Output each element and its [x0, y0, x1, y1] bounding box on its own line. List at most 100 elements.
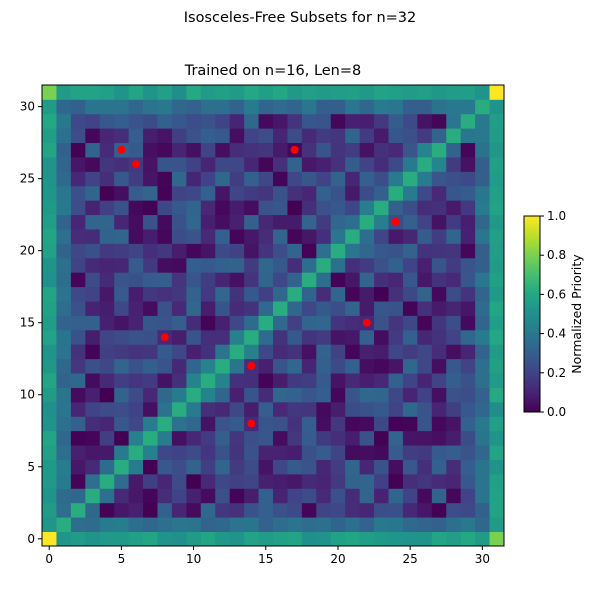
heatmap-cell	[70, 502, 86, 518]
y-tick-label: 25	[20, 172, 35, 186]
heatmap-cell	[417, 531, 433, 547]
heatmap-cell	[345, 531, 361, 547]
heatmap-cell	[229, 531, 245, 547]
heatmap-cell	[114, 185, 130, 201]
heatmap-cell	[171, 416, 187, 432]
heatmap-cell	[316, 473, 332, 489]
heatmap-cell	[330, 416, 346, 432]
heatmap-cell	[316, 301, 332, 316]
heatmap-cell	[186, 531, 202, 547]
heatmap-cell	[128, 229, 144, 244]
heatmap-cell	[114, 113, 130, 129]
heatmap-cell	[215, 445, 231, 460]
heatmap-cell	[287, 286, 303, 302]
heatmap-cell	[85, 171, 101, 187]
heatmap-cell	[287, 315, 303, 331]
heatmap-cell	[70, 113, 86, 129]
colorbar-tick-label: 1.0	[547, 209, 566, 223]
heatmap-cell	[258, 214, 274, 230]
heatmap-cell	[56, 373, 72, 388]
heatmap-cell	[345, 344, 361, 360]
heatmap-cell	[359, 171, 375, 187]
heatmap-cell	[431, 257, 447, 273]
heatmap-cell	[330, 272, 346, 288]
heatmap-cell	[374, 286, 389, 302]
heatmap-cell	[229, 171, 245, 187]
heatmap-cell	[114, 459, 130, 475]
heatmap-cell	[388, 387, 404, 403]
heatmap-cell	[114, 257, 130, 273]
heatmap-cell	[287, 488, 303, 504]
heatmap-cells	[42, 85, 505, 547]
heatmap-cell	[431, 128, 447, 144]
heatmap-cell	[273, 229, 288, 244]
heatmap-cell	[171, 502, 187, 518]
heatmap-cell	[215, 373, 231, 388]
heatmap-cell	[171, 200, 187, 216]
heatmap-cell	[402, 272, 418, 288]
heatmap-cell	[402, 531, 418, 547]
selected-point	[290, 145, 299, 154]
heatmap-cell	[316, 488, 332, 504]
heatmap-cell	[42, 142, 57, 158]
heatmap-cell	[489, 142, 505, 158]
heatmap-cell	[475, 473, 490, 489]
heatmap-cell	[475, 272, 490, 288]
heatmap-cell	[301, 171, 317, 187]
heatmap-cell	[128, 401, 144, 417]
heatmap-cell	[157, 488, 173, 504]
heatmap-cell	[229, 272, 245, 288]
heatmap-cell	[128, 315, 144, 331]
heatmap-cell	[273, 517, 288, 532]
heatmap-cell	[143, 272, 158, 288]
heatmap-cell	[244, 113, 259, 129]
heatmap-cell	[475, 185, 490, 201]
heatmap-cell	[171, 185, 187, 201]
heatmap-cell	[42, 243, 57, 259]
heatmap-cell	[215, 416, 231, 432]
heatmap-cell	[330, 401, 346, 417]
heatmap-cell	[417, 488, 433, 504]
heatmap-cell	[345, 517, 361, 532]
heatmap-cell	[70, 157, 86, 172]
heatmap-cell	[330, 243, 346, 259]
heatmap-cell	[374, 171, 389, 187]
heatmap-cell	[273, 286, 288, 302]
heatmap-cell	[186, 329, 202, 345]
heatmap-cell	[273, 329, 288, 345]
heatmap-cell	[258, 430, 274, 446]
heatmap-cell	[359, 85, 375, 100]
heatmap-cell	[157, 85, 173, 100]
heatmap-cell	[99, 257, 115, 273]
heatmap-cell	[475, 99, 490, 115]
heatmap-cell	[402, 257, 418, 273]
heatmap-cell	[460, 286, 476, 302]
heatmap-cell	[475, 301, 490, 316]
heatmap-cell	[475, 157, 490, 172]
heatmap-cell	[460, 373, 476, 388]
heatmap-cell	[200, 416, 216, 432]
heatmap-cell	[200, 200, 216, 216]
heatmap-cell	[374, 301, 389, 316]
heatmap-cell	[171, 459, 187, 475]
heatmap-cell	[460, 142, 476, 158]
heatmap-cell	[215, 85, 231, 100]
heatmap-cell	[258, 128, 274, 144]
heatmap-cell	[475, 128, 490, 144]
heatmap-cell	[273, 128, 288, 144]
heatmap-cell	[489, 185, 505, 201]
heatmap-cell	[56, 315, 72, 331]
heatmap-cell	[417, 157, 433, 172]
plot-frame	[41, 84, 505, 547]
heatmap-cell	[128, 488, 144, 504]
heatmap-cell	[460, 329, 476, 345]
heatmap-cell	[402, 517, 418, 532]
heatmap-cell	[200, 473, 216, 489]
heatmap-cell	[446, 257, 462, 273]
heatmap-cell	[460, 243, 476, 259]
heatmap-cell	[475, 329, 490, 345]
heatmap-cell	[200, 430, 216, 446]
heatmap-cell	[273, 272, 288, 288]
heatmap-cell	[475, 171, 490, 187]
heatmap-cell	[359, 401, 375, 417]
